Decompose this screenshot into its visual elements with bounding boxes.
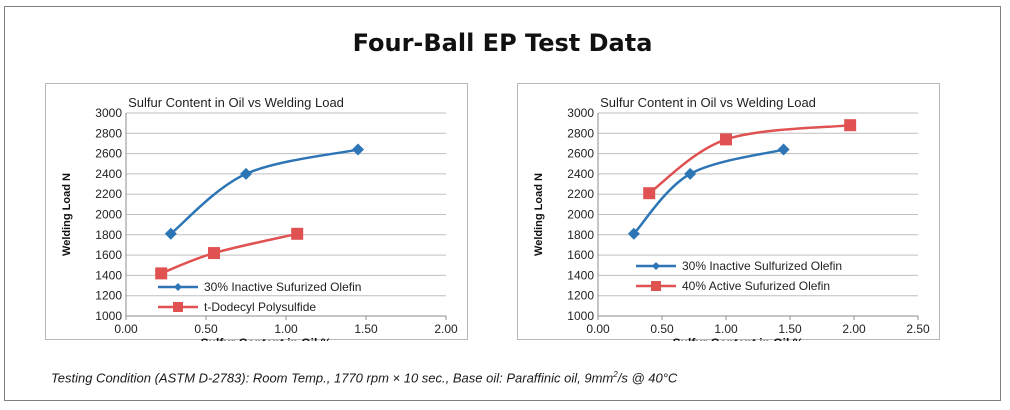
y-axis-label: Welding Load N — [533, 173, 545, 256]
x-tick-label: 0.00 — [586, 322, 610, 336]
data-point-square — [643, 187, 656, 200]
y-tick-label: 1200 — [567, 289, 594, 303]
chart-right: Sulfur Content in Oil vs Welding Load 100… — [533, 95, 930, 341]
chart-panel-left: Sulfur Content in Oil vs Welding Load 100… — [45, 83, 468, 341]
y-tick-label: 1000 — [567, 309, 594, 323]
y-tick-label: 2800 — [567, 126, 594, 140]
y-tick-label: 2000 — [567, 208, 594, 222]
data-point-diamond — [684, 167, 697, 180]
y-tick-label: 2400 — [567, 167, 594, 181]
y-tick-label: 2600 — [95, 147, 122, 161]
x-tick-label: 1.50 — [778, 322, 802, 336]
x-tick-label: 2.50 — [906, 322, 930, 336]
data-point-diamond — [240, 167, 252, 180]
data-point-diamond — [777, 143, 790, 156]
legend-entry: 30% Inactive Sufurized Olefin — [204, 280, 361, 294]
data-point-diamond — [627, 227, 640, 240]
y-tick-label: 2600 — [567, 147, 594, 161]
y-tick-label: 3000 — [567, 106, 594, 120]
x-tick-label: 1.00 — [714, 322, 738, 336]
testing-condition-note: Testing Condition (ASTM D-2783): Room Te… — [51, 370, 677, 385]
y-axis-label: Welding Load N — [61, 173, 73, 256]
y-tick-label: 3000 — [95, 106, 122, 120]
series-line-1 — [632, 148, 784, 235]
data-point-square — [720, 133, 732, 146]
legend-entry: 40% Active Sufurized Olefin — [682, 279, 830, 293]
y-tick-label: 1400 — [95, 268, 122, 282]
series-line-1 — [170, 148, 359, 235]
y-tick-label: 1600 — [567, 248, 594, 262]
footnote-suffix: /s @ 40°C — [617, 370, 678, 386]
chart-panel-right: Sulfur Content in Oil vs Welding Load 100… — [517, 83, 940, 341]
chart-title: Sulfur Content in Oil vs Welding Load — [600, 95, 816, 110]
legend-marker-square — [173, 302, 183, 312]
data-point-square — [208, 247, 220, 260]
x-tick-label: 2.00 — [434, 322, 458, 336]
y-tick-label: 1400 — [567, 268, 594, 282]
x-tick-label: 2.00 — [842, 322, 866, 336]
y-tick-label: 2000 — [95, 208, 122, 222]
x-tick-label: 1.50 — [354, 322, 378, 336]
data-point-diamond — [164, 227, 177, 240]
legend-entry: 30% Inactive Sulfurized Olefin — [682, 259, 842, 273]
figure-frame: Four-Ball EP Test Data Sulfur Content in… — [4, 6, 1001, 401]
page-title: Four-Ball EP Test Data — [352, 29, 653, 57]
chart-title: Sulfur Content in Oil vs Welding Load — [128, 95, 344, 110]
legend-marker-square — [651, 281, 661, 291]
y-tick-label: 2800 — [95, 126, 122, 140]
y-tick-label: 1800 — [95, 228, 122, 242]
y-tick-label: 1800 — [567, 228, 594, 242]
y-tick-label: 2400 — [95, 167, 122, 181]
x-tick-label: 1.00 — [274, 322, 298, 336]
legend-entry: t-Dodecyl Polysulfide — [204, 300, 316, 314]
legend-marker-diamond — [174, 283, 182, 291]
footnote-text: Testing Condition (ASTM D-2783): Room Te… — [51, 370, 614, 386]
x-axis-label: Sulfur Content in Oil % — [201, 336, 332, 341]
y-tick-label: 1600 — [95, 248, 122, 262]
data-point-square — [844, 119, 857, 132]
footnote-superscript: 2 — [613, 370, 618, 379]
y-tick-label: 1000 — [95, 309, 122, 323]
legend-marker-diamond — [652, 262, 660, 270]
data-point-square — [155, 267, 168, 280]
data-point-square — [291, 227, 304, 240]
x-axis-label: Sulfur Content in Oil % — [673, 336, 804, 341]
chart-left: Sulfur Content in Oil vs Welding Load 100… — [61, 95, 458, 341]
data-point-diamond — [352, 143, 364, 156]
x-tick-label: 0.50 — [194, 322, 218, 336]
y-tick-label: 2200 — [95, 187, 122, 201]
x-tick-label: 0.50 — [650, 322, 674, 336]
x-tick-label: 0.00 — [114, 322, 138, 336]
y-tick-label: 2200 — [567, 187, 594, 201]
series-line-2 — [160, 232, 298, 275]
y-tick-label: 1200 — [95, 289, 122, 303]
